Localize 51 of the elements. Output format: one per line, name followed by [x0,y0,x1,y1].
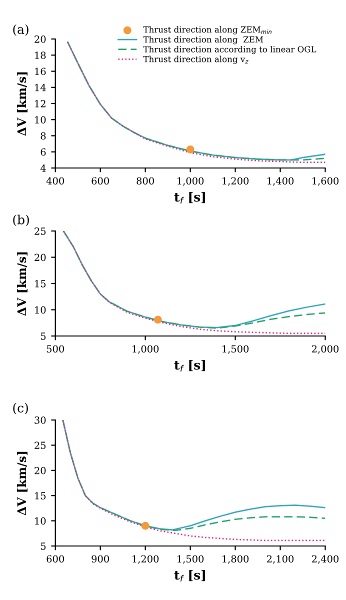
y-tick-label: 15 [35,280,46,288]
y-tick-label: 5 [40,542,46,550]
y-tick-label: 8 [40,132,46,140]
x-tick-label: 1,400 [268,177,294,186]
chart-title: (b) [13,214,29,226]
x-tick-label: 1,500 [178,555,204,564]
y-tick-label: 25 [34,227,46,235]
x-tick-label: 800 [136,177,154,185]
legend-label: Thrust direction along ZEM [143,36,264,44]
y-tick-label: 4 [40,164,46,172]
y-tick-label: 20 [34,466,46,474]
legend-label: Thrust direction along ZEM$_{min}$ [143,26,272,34]
y-tick-label: 12 [35,100,46,108]
legend-label: Thrust direction according to linear OGL [143,46,316,54]
y-tick-label: 16 [35,68,46,76]
y-axis-title: ΔV [km/s] [16,452,28,516]
legend-label: Thrust direction along v$_{z}$ [143,56,248,64]
x-tick-label: 600 [46,555,64,563]
y-tick-label: 10 [35,306,46,314]
x-tick-label: 1,000 [132,345,159,354]
y-tick-label: 20 [34,254,46,262]
chart-title: (a) [13,24,28,36]
x-axis-title: t$_{f}$ [s] [174,570,205,582]
x-tick-label: 900 [92,555,109,563]
y-axis-title: ΔV [km/s] [16,72,28,136]
y-tick-label: 6 [40,148,46,156]
y-tick-label: 30 [34,416,46,424]
x-tick-label: 1,200 [222,177,249,186]
x-axis-title: t$_{f}$ [s] [174,192,205,204]
chart-title: (c) [13,402,28,414]
y-tick-label: 15 [35,492,46,500]
x-tick-label: 2,000 [312,345,339,354]
y-tick-label: 10 [35,116,46,124]
x-tick-label: 1,500 [222,345,249,354]
x-tick-label: 1,200 [132,555,159,564]
x-tick-label: 2,400 [312,555,339,564]
y-axis-title: ΔV [km/s] [16,252,28,316]
x-tick-label: 1,000 [178,177,204,186]
x-tick-label: 1,600 [312,177,339,186]
x-tick-label: 2,100 [267,555,294,564]
y-tick-label: 25 [34,442,46,450]
x-tick-label: 400 [46,177,64,185]
x-tick-label: 500 [46,345,64,353]
x-axis-title: t$_{f}$ [s] [174,360,205,372]
x-tick-label: 1,800 [222,555,249,564]
y-tick-label: 5 [40,332,46,340]
y-tick-label: 14 [35,84,46,92]
x-tick-label: 600 [92,177,109,185]
y-tick-label: 18 [35,52,46,59]
y-tick-label: 20 [34,35,46,43]
y-tick-label: 10 [35,517,46,525]
